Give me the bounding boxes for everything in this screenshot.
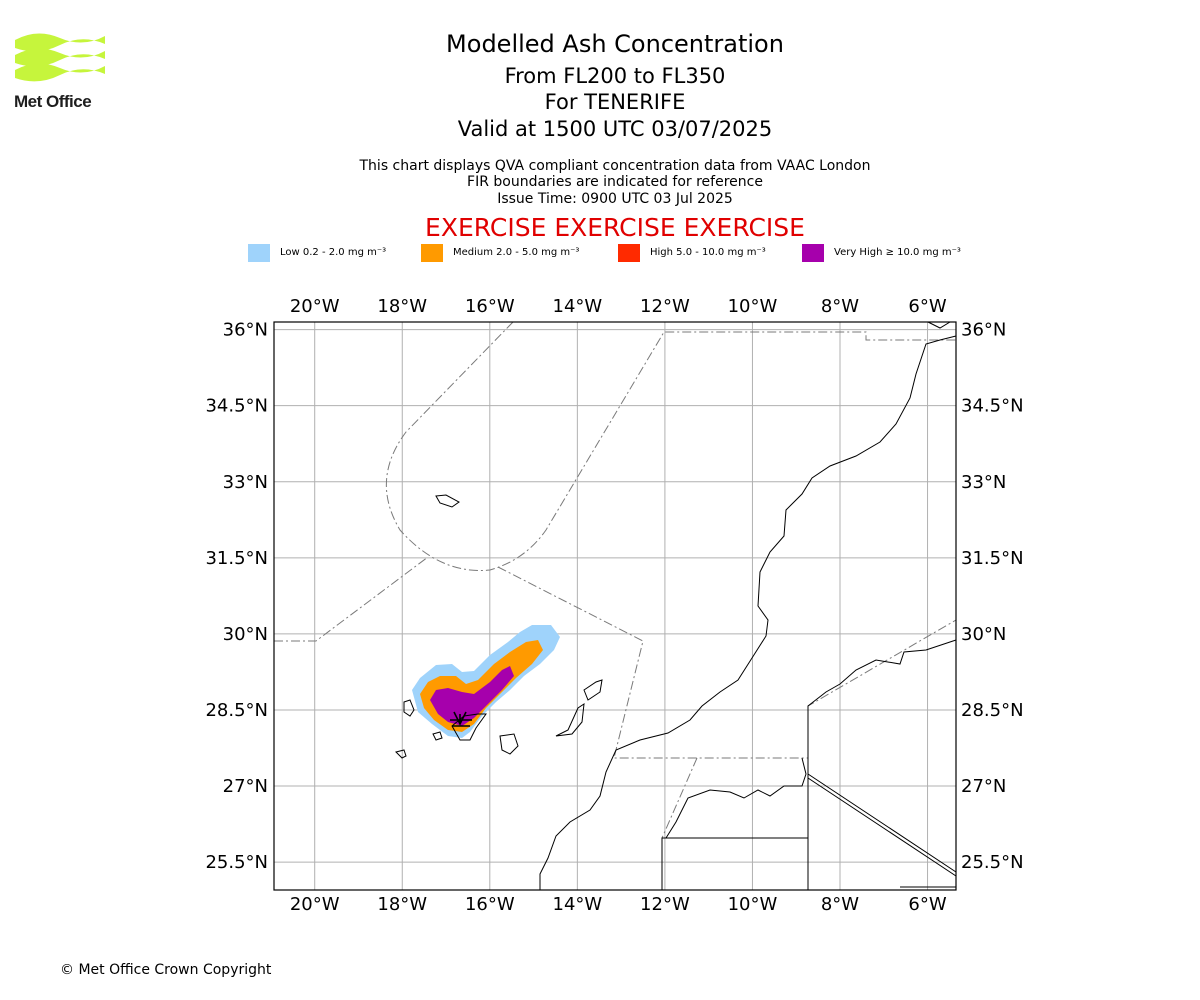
lat-tick-label-left: 30°N: [223, 624, 268, 645]
ash-very-high: [430, 666, 514, 726]
location: For TENERIFE: [544, 90, 686, 114]
lat-tick-label-left: 28.5°N: [205, 700, 268, 721]
island-el-hierro: [395, 749, 407, 759]
coast-north-spain: [927, 321, 951, 329]
logo-wordmark: Met Office: [14, 92, 92, 111]
legend-label-medium: Medium 2.0 - 5.0 mg m⁻³: [453, 247, 580, 258]
lat-tick-label-left: 25.5°N: [205, 852, 268, 873]
copyright: © Met Office Crown Copyright: [60, 962, 272, 978]
fir-boundary-south: [661, 757, 698, 839]
legend-label-low: Low 0.2 - 2.0 mg m⁻³: [280, 247, 387, 258]
lon-tick-label-top: 10°W: [728, 296, 778, 317]
lon-tick-label-top: 12°W: [640, 296, 690, 317]
lat-tick-label-right: 30°N: [961, 624, 1006, 645]
lat-tick-label-right: 34.5°N: [961, 396, 1024, 417]
chart-title: Modelled Ash Concentration: [446, 30, 784, 58]
lat-tick-label-right: 28.5°N: [961, 700, 1024, 721]
lon-tick-label-bottom: 8°W: [821, 894, 859, 915]
lon-tick-label-bottom: 20°W: [290, 894, 340, 915]
fir-boundary-santa-maria-arc: [385, 321, 956, 571]
issue-time: Issue Time: 0900 UTC 03 Jul 2025: [497, 191, 733, 207]
lon-tick-label-bottom: 14°W: [553, 894, 603, 915]
lat-tick-label-right: 25.5°N: [961, 852, 1024, 873]
map-frame: [273, 321, 957, 891]
lon-tick-label-bottom: 16°W: [465, 894, 515, 915]
lat-tick-label-left: 27°N: [223, 776, 268, 797]
ash-medium: [420, 640, 543, 732]
island-madeira: [435, 494, 460, 508]
lon-tick-label-top: 16°W: [465, 296, 515, 317]
border-western-sahara: [661, 757, 808, 890]
legend-swatch-low: [248, 244, 270, 262]
lon-tick-label-top: 8°W: [821, 296, 859, 317]
legend-label-high: High 5.0 - 10.0 mg m⁻³: [650, 247, 766, 258]
lat-tick-label-left: 33°N: [223, 472, 268, 493]
lon-tick-label-bottom: 12°W: [640, 894, 690, 915]
border-mauritania: [807, 773, 957, 877]
island-la-gomera: [432, 731, 443, 741]
island-gran-canaria: [499, 733, 519, 755]
axis-ticks: 20°W 20°W 18°W 18°W 16°W 16°W 14°W 14°W 12°W 12°W…: [205, 296, 1023, 915]
lat-tick-label-right: 27°N: [961, 776, 1006, 797]
qva-note: This chart displays QVA compliant concen…: [359, 158, 871, 174]
lon-tick-label-bottom: 10°W: [728, 894, 778, 915]
fir-boundary-canarias: [274, 556, 429, 642]
island-lanzarote: [583, 679, 603, 701]
fir-boundaries: [274, 321, 957, 839]
met-office-logo: [15, 33, 105, 82]
graticule: [274, 322, 956, 890]
lat-tick-label-left: 36°N: [223, 320, 268, 341]
exercise-banner: EXERCISE EXERCISE EXERCISE: [425, 213, 805, 242]
island-tenerife: [451, 713, 487, 741]
volcano-marker: [450, 711, 472, 727]
lat-tick-label-right: 36°N: [961, 320, 1006, 341]
legend-swatch-medium: [421, 244, 443, 262]
coastlines: [395, 321, 957, 890]
lon-tick-label-top: 18°W: [377, 296, 427, 317]
lon-tick-label-bottom: 18°W: [377, 894, 427, 915]
island-fuerteventura: [555, 702, 585, 737]
lon-tick-label-bottom: 6°W: [908, 894, 946, 915]
legend-swatch-high: [618, 244, 640, 262]
lat-tick-label-right: 33°N: [961, 472, 1006, 493]
lon-tick-label-top: 14°W: [553, 296, 603, 317]
lat-tick-label-left: 31.5°N: [205, 548, 268, 569]
ash-plume: [412, 625, 560, 738]
fir-boundary-east: [497, 566, 957, 759]
border-morocco-south: [807, 639, 957, 890]
valid-time: Valid at 1500 UTC 03/07/2025: [457, 117, 773, 141]
lon-tick-label-top: 20°W: [290, 296, 340, 317]
coastline-africa: [539, 335, 957, 890]
lat-tick-label-right: 31.5°N: [961, 548, 1024, 569]
fir-note: FIR boundaries are indicated for referen…: [467, 174, 763, 190]
island-la-palma: [403, 699, 415, 717]
lat-tick-label-left: 34.5°N: [205, 396, 268, 417]
lon-tick-label-top: 6°W: [908, 296, 946, 317]
flight-levels: From FL200 to FL350: [504, 64, 726, 88]
legend-label-very-high: Very High ≥ 10.0 mg m⁻³: [834, 247, 961, 258]
legend-swatch-very-high: [802, 244, 824, 262]
